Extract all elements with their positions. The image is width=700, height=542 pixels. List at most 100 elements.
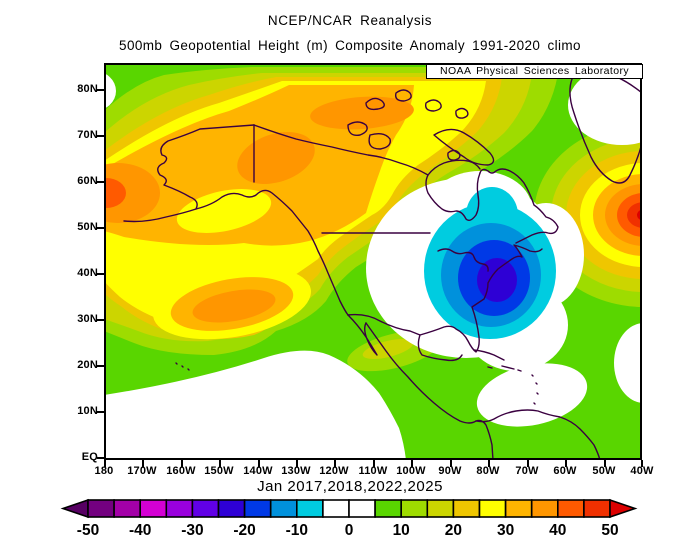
core-yukon <box>237 132 315 184</box>
coast-pacific <box>195 189 349 316</box>
cb-label: 20 <box>445 522 462 539</box>
lon-label-70w: 70W <box>515 465 539 477</box>
cb-cell-6 <box>217 499 246 518</box>
gulf-of-alaska-yellow <box>176 189 272 233</box>
lon-tick <box>450 460 452 467</box>
white-venezuela <box>476 363 588 427</box>
lon-label-40w: 40W <box>630 465 654 477</box>
colorbar-arrow-high <box>609 498 638 519</box>
lon-tick <box>181 460 183 467</box>
lat-tick <box>97 319 104 321</box>
lon-tick <box>527 460 529 467</box>
anomaly-map <box>104 63 642 460</box>
lon-label-110w: 110W <box>358 465 388 477</box>
core-bering-max <box>104 178 126 208</box>
cb-label: 10 <box>393 522 410 539</box>
core-bering <box>104 163 160 223</box>
warm-blob-ne-pacific <box>152 266 312 340</box>
lon-label-150w: 150W <box>204 465 234 477</box>
lon-tick <box>104 460 106 467</box>
lat-label-60n: 60N <box>77 175 98 187</box>
cb-cell-16 <box>478 499 507 518</box>
lat-label-80n: 80N <box>77 83 98 95</box>
core-arctic <box>310 96 414 130</box>
cb-label: -30 <box>181 522 203 539</box>
cb-cell-20 <box>583 499 611 518</box>
lon-tick <box>641 460 643 467</box>
cb-label: 0 <box>345 522 354 539</box>
lon-tick <box>604 460 606 467</box>
coast-gulf-atlantic <box>417 244 543 362</box>
white-ne-corner <box>568 65 642 145</box>
cb-cell-7 <box>243 499 272 518</box>
lon-tick <box>258 460 260 467</box>
lat-label-20n: 20N <box>77 359 98 371</box>
lon-label-50w: 50W <box>592 465 616 477</box>
lat-tick <box>97 227 104 229</box>
cb-cell-4 <box>165 499 194 518</box>
map-panel <box>104 63 642 460</box>
island-southampton <box>447 149 461 161</box>
lon-label-60w: 60W <box>553 465 577 477</box>
lat-label-10n: 10N <box>77 405 98 417</box>
cb-cell-10 <box>322 499 350 518</box>
cb-label: -10 <box>286 522 308 539</box>
lat-label-30n: 30N <box>77 313 98 325</box>
lon-label-140w: 140W <box>243 465 273 477</box>
island-victoria <box>368 132 391 150</box>
cb-label: 40 <box>549 522 566 539</box>
cb-cell-13 <box>400 499 429 518</box>
lon-label-160w: 160W <box>166 465 196 477</box>
cb-cell-18 <box>530 499 559 518</box>
lon-tick <box>411 460 413 467</box>
lon-tick <box>142 460 144 467</box>
coastlines <box>123 69 642 460</box>
coast-hudson-bay <box>425 159 481 222</box>
coast-arctic-mainland <box>253 124 429 176</box>
lat-label-70n: 70N <box>77 129 98 141</box>
lon-label-180: 180 <box>94 465 114 477</box>
cb-label: -50 <box>77 522 99 539</box>
pacific-core-35-40 <box>192 289 276 323</box>
lat-tick <box>97 89 104 91</box>
lat-label-50n: 50N <box>77 221 98 233</box>
lat-tick <box>97 273 104 275</box>
white-se-edge <box>614 323 642 403</box>
cb-cell-2 <box>113 499 141 518</box>
cb-cell-8 <box>269 499 298 518</box>
atl-band-45-50 <box>627 202 642 228</box>
antilles-arc <box>487 366 539 405</box>
cb-cell-14 <box>426 499 455 518</box>
lat-label-eq: EQ <box>81 451 98 463</box>
great-lakes <box>437 248 489 272</box>
coast-alaska-west <box>123 124 255 223</box>
cb-cell-15 <box>452 499 481 518</box>
cb-label: 50 <box>601 522 618 539</box>
page-subtitle: 500mb Geopotential Height (m) Composite … <box>119 38 581 53</box>
white-nw-edge <box>104 73 116 109</box>
border-us-mexico <box>347 313 421 336</box>
white-tropical-pacific <box>104 350 406 460</box>
colorbar-arrow-low <box>60 498 89 519</box>
coast-st-lawrence-labrador <box>479 168 559 244</box>
cb-cell-12 <box>374 499 403 518</box>
island-baffin <box>433 128 495 166</box>
lon-label-90w: 90W <box>438 465 462 477</box>
cb-label: -20 <box>233 522 255 539</box>
lat-tick <box>97 457 104 459</box>
island-cuba <box>473 349 505 361</box>
lon-tick <box>334 460 336 467</box>
lat-tick <box>97 411 104 413</box>
cb-cell-5 <box>191 499 220 518</box>
map-frame <box>104 63 642 460</box>
cb-cell-1 <box>87 499 115 518</box>
page-title: NCEP/NCAR Reanalysis <box>267 13 433 28</box>
lon-label-130w: 130W <box>281 465 311 477</box>
coast-baja <box>347 314 378 356</box>
island-banks <box>347 121 368 136</box>
cb-cell-3 <box>139 499 168 518</box>
islands-queen-elizabeth <box>365 89 469 119</box>
noaa-watermark: NOAA Physical Sciences Laboratory <box>426 63 643 79</box>
colorbar: -50 -40 -30 -20 -10 0 10 20 30 40 50 <box>60 498 638 539</box>
